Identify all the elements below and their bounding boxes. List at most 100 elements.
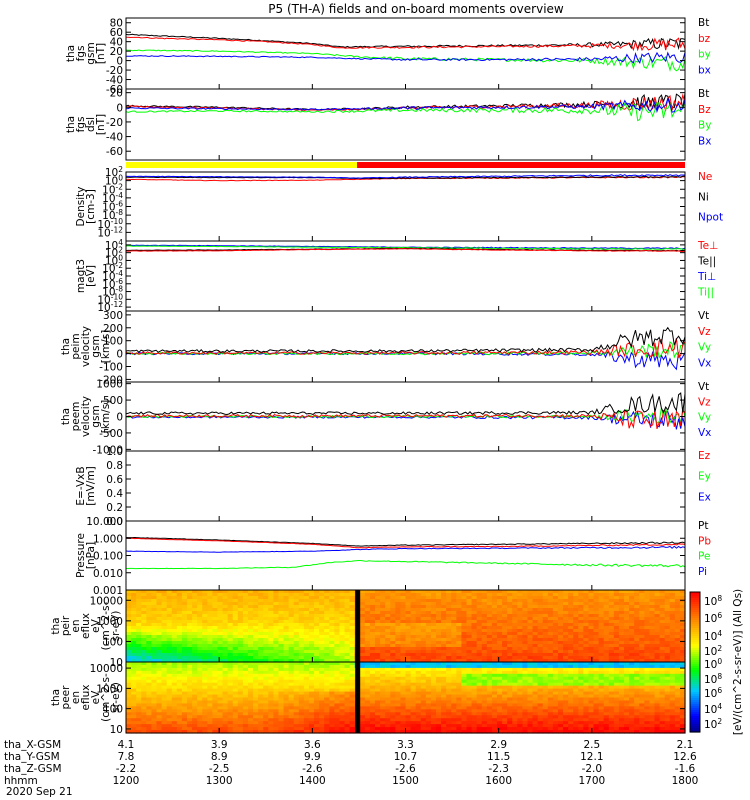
heatmap-cell [171, 712, 178, 716]
heatmap-cell [202, 712, 208, 716]
heatmap-cell [380, 629, 386, 633]
heatmap-cell [679, 685, 686, 690]
heatmap-cell [273, 650, 280, 654]
heatmap-cell [578, 679, 584, 684]
heatmap-cell [451, 611, 457, 615]
heatmap-cell [151, 644, 158, 648]
heatmap-cell [456, 602, 462, 606]
heatmap-cell [613, 688, 620, 693]
heatmap-cell [303, 697, 310, 702]
heatmap-cell [608, 676, 615, 681]
heatmap-cell [502, 647, 508, 651]
heatmap-cell [446, 670, 452, 675]
heatmap-cell [441, 626, 447, 630]
heatmap-cell [212, 635, 219, 639]
heatmap-cell [410, 620, 417, 624]
heatmap-cell [674, 653, 681, 657]
heatmap-cell [522, 593, 529, 597]
heatmap-cell [242, 685, 249, 690]
heatmap-cell [359, 590, 366, 594]
heatmap-cell [542, 629, 549, 633]
heatmap-cell [466, 638, 473, 642]
heatmap-cell [375, 703, 381, 707]
heatmap-cell [400, 653, 407, 657]
heatmap-cell [456, 712, 462, 716]
heatmap-cell [420, 664, 427, 669]
heatmap-cell [344, 614, 351, 618]
heatmap-cell [613, 638, 620, 642]
heatmap-cell [258, 629, 264, 633]
heatmap-cell [278, 617, 285, 621]
heatmap-cell [253, 682, 259, 687]
heatmap-cell [659, 691, 666, 696]
heatmap-cell [232, 611, 239, 615]
heatmap-cell [583, 632, 590, 636]
heatmap-cell [237, 635, 244, 639]
heatmap-cell [390, 682, 396, 687]
heatmap-cell [253, 679, 259, 684]
heatmap-cell [618, 679, 625, 684]
heatmap-cell [527, 623, 534, 627]
heatmap-cell [202, 676, 208, 681]
heatmap-cell [654, 691, 661, 696]
heatmap-cell [334, 617, 341, 621]
heatmap-cell [496, 653, 503, 657]
heatmap-cell [263, 623, 269, 627]
heatmap-cell [263, 691, 269, 696]
heatmap-cell [207, 706, 213, 710]
heatmap-cell [486, 703, 493, 707]
heatmap-cell [212, 712, 219, 716]
heatmap-cell [253, 691, 259, 696]
heatmap-cell [253, 709, 259, 713]
heatmap-cell [319, 599, 325, 603]
heatmap-cell [380, 703, 386, 707]
heatmap-cell [471, 676, 478, 681]
heatmap-cell [176, 662, 183, 666]
heatmap-cell [314, 617, 320, 621]
heatmap-cell [288, 697, 295, 702]
heatmap-cell [629, 673, 635, 678]
heatmap-cell [151, 694, 158, 699]
heatmap-cell [588, 653, 595, 657]
heatmap-cell [659, 659, 666, 663]
heatmap-cell [476, 590, 483, 594]
heatmap-cell [192, 617, 198, 621]
heatmap-cell [385, 614, 391, 618]
heatmap-cell [400, 629, 407, 633]
heatmap-cell [385, 656, 391, 660]
heatmap-cell [410, 679, 417, 684]
heatmap-cell [364, 623, 371, 627]
heatmap-cell [258, 632, 264, 636]
heatmap-cell [573, 638, 579, 642]
heatmap-cell [319, 626, 325, 630]
heatmap-cell [603, 590, 610, 594]
heatmap-cell [588, 676, 595, 681]
heatmap-cell [481, 679, 488, 684]
heatmap-cell [481, 653, 488, 657]
heatmap-cell [420, 679, 427, 684]
heatmap-cell [207, 608, 213, 612]
heatmap-cell [344, 664, 351, 669]
heatmap-cell [629, 700, 635, 705]
heatmap-cell [664, 602, 671, 606]
heatmap-cell [481, 641, 488, 645]
heatmap-cell [466, 676, 473, 681]
heatmap-cell [435, 593, 442, 597]
heatmap-cell [329, 685, 335, 690]
heatmap-cell [405, 647, 412, 651]
heatmap-cell [222, 629, 229, 633]
heatmap-cell [568, 608, 574, 612]
heatmap-cell [593, 611, 600, 615]
heatmap-cell [603, 602, 610, 606]
heatmap-cell [126, 623, 132, 627]
heatmap-cell [598, 706, 605, 710]
heatmap-cell [288, 629, 295, 633]
heatmap-cell [430, 670, 437, 675]
heatmap-cell [166, 653, 173, 657]
heatmap-cell [425, 650, 432, 654]
heatmap-cell [395, 712, 402, 716]
heatmap-cell [349, 602, 356, 606]
heatmap-cell [634, 662, 640, 666]
heatmap-cell [491, 650, 498, 654]
heatmap-cell [131, 650, 137, 654]
